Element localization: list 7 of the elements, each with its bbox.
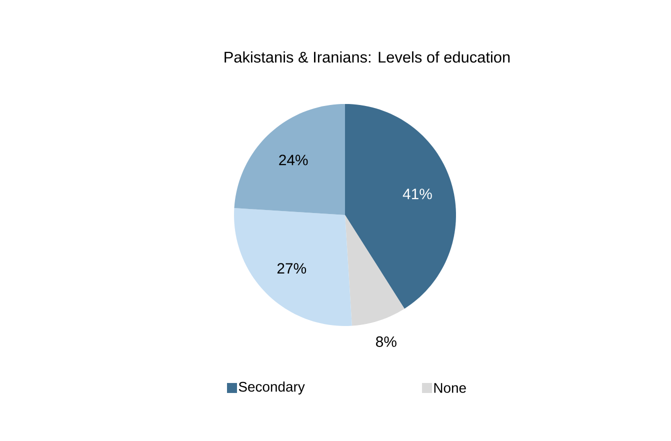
legend-label: None — [434, 383, 466, 393]
data-label: 24% — [279, 154, 308, 166]
legend-label: Secondary — [238, 381, 305, 394]
data-label: 41% — [402, 188, 432, 200]
chart-title: Pakistanis & Iranians: Levels of education — [224, 51, 510, 63]
data-label: 27% — [277, 263, 306, 274]
data-label: 8% — [376, 336, 396, 347]
